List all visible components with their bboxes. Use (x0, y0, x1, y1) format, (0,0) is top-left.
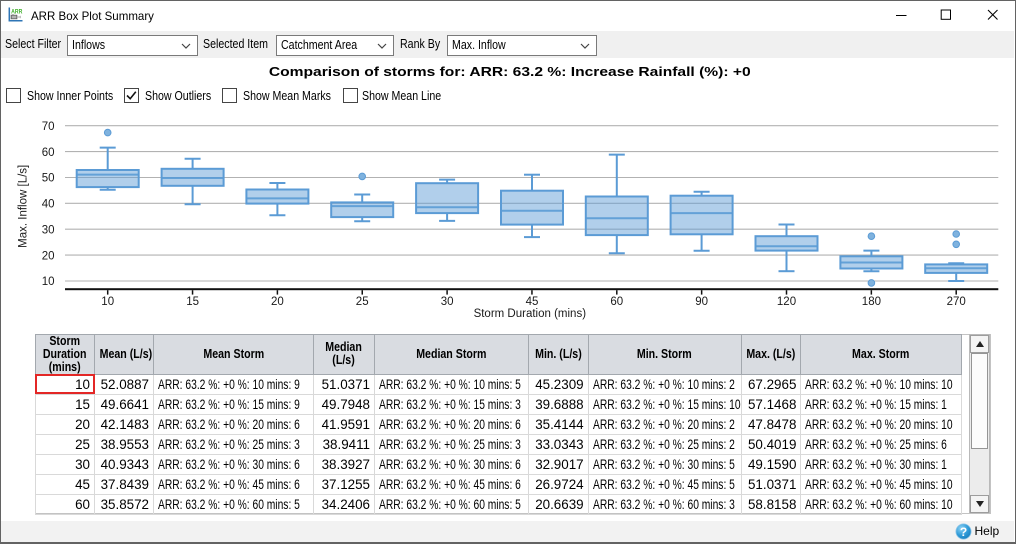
svg-text:15: 15 (186, 296, 199, 308)
svg-text:30: 30 (441, 296, 454, 308)
svg-text:45: 45 (526, 296, 539, 308)
svg-text:50: 50 (42, 173, 55, 185)
svg-text:60: 60 (610, 296, 623, 308)
svg-text:Max. Inflow [L/s]: Max. Inflow [L/s] (18, 165, 30, 248)
svg-text:10: 10 (42, 276, 55, 288)
svg-text:270: 270 (947, 296, 966, 308)
svg-text:?: ? (960, 525, 967, 539)
svg-text:90: 90 (695, 296, 708, 308)
svg-text:25: 25 (356, 296, 369, 308)
svg-text:30: 30 (42, 224, 55, 236)
svg-text:70: 70 (42, 121, 55, 133)
svg-text:180: 180 (862, 296, 881, 308)
svg-text:ARR: ARR (11, 8, 22, 15)
svg-text:20: 20 (271, 296, 284, 308)
svg-text:Storm Duration (mins): Storm Duration (mins) (474, 308, 587, 320)
svg-text:20: 20 (42, 250, 55, 262)
svg-text:60: 60 (42, 147, 55, 159)
svg-text:40: 40 (42, 199, 55, 211)
svg-text:120: 120 (777, 296, 796, 308)
svg-text:10: 10 (101, 296, 114, 308)
